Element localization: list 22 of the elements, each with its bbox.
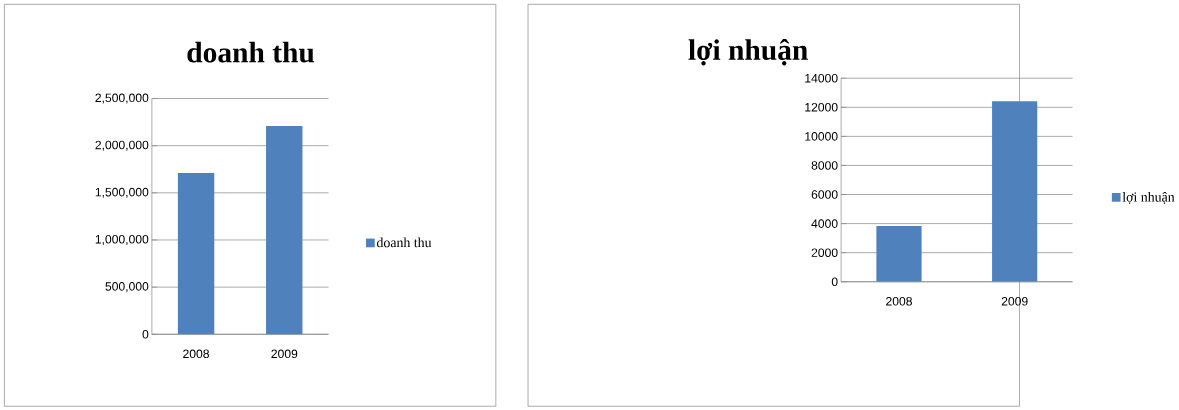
legend-label: lợi nhuận <box>1122 192 1175 204</box>
y-tick-label: 6000 <box>811 190 838 199</box>
chart-title: doanh thu <box>187 41 315 63</box>
y-tick-label: 0 <box>831 277 838 287</box>
y-tick-label: 1,500,000 <box>95 187 149 198</box>
y-tick-label: 0 <box>142 330 149 339</box>
y-tick-label: 2000 <box>811 248 838 258</box>
y-tick-label: 12000 <box>805 103 838 112</box>
y-tick-label: 500,000 <box>105 282 149 293</box>
chart-title: lợi nhuận <box>688 39 808 66</box>
y-tick-label: 8000 <box>811 161 838 170</box>
x-tick-label: 2009 <box>271 349 298 359</box>
y-tick-label: 10000 <box>805 132 838 141</box>
y-tick-label: 14000 <box>805 74 838 83</box>
x-tick-label: 2008 <box>183 349 209 359</box>
x-tick-label: 2008 <box>886 297 912 306</box>
y-tick-label: 2,000,000 <box>95 140 149 151</box>
y-tick-label: 1,000,000 <box>95 235 149 246</box>
x-tick-label: 2009 <box>1001 297 1028 306</box>
y-tick-label: 4000 <box>811 219 838 229</box>
legend-label: doanh thu <box>376 237 432 248</box>
y-tick-label: 2,500,000 <box>95 93 149 104</box>
